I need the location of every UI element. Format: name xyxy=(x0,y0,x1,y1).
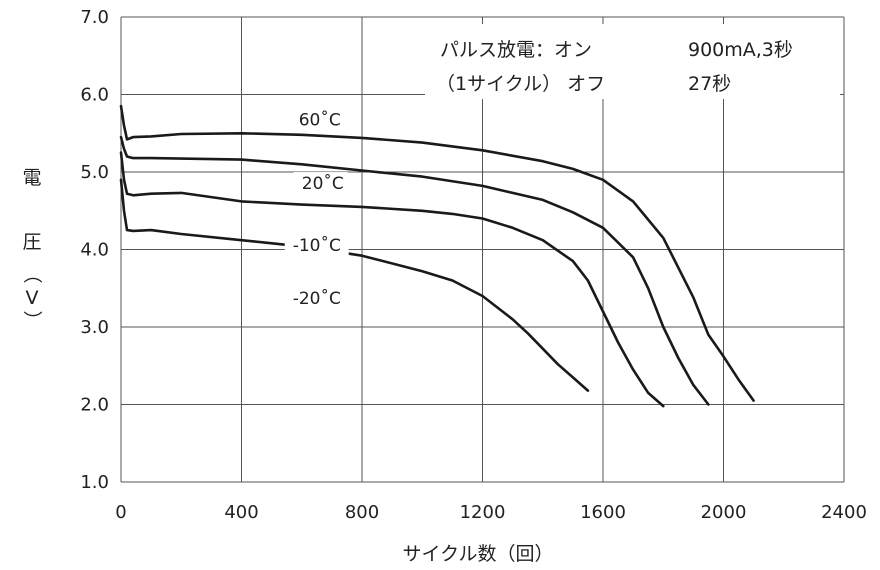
series-line xyxy=(119,135,710,406)
annotation-line1-label: パルス放電：オン xyxy=(440,39,592,61)
x-tick-label: 0 xyxy=(115,502,126,523)
series-label-background xyxy=(290,108,345,132)
series-label: -20˚C xyxy=(293,288,341,309)
y-tick-label: 1.0 xyxy=(80,472,109,493)
y-tick-label: 2.0 xyxy=(80,395,109,416)
x-tick-label: 2000 xyxy=(701,502,747,523)
y-tick-label: 7.0 xyxy=(80,7,109,28)
y-axis-label: 電 圧 （ V ） xyxy=(21,167,43,330)
y-tick-label: 4.0 xyxy=(80,240,109,261)
series-line xyxy=(119,151,665,408)
x-tick-label: 1200 xyxy=(460,502,506,523)
y-axis-label-char: （ xyxy=(21,264,43,283)
series-label-background xyxy=(284,234,349,258)
y-axis-label-char: V xyxy=(26,287,39,309)
y-tick-label: 6.0 xyxy=(80,85,109,106)
series-label: -10˚C xyxy=(293,235,341,256)
y-axis-label-char: 圧 xyxy=(22,231,41,253)
y-axis-label-char: 電 xyxy=(22,167,41,189)
x-tick-label: 800 xyxy=(345,502,379,523)
series-labels: 60˚C 20˚C -10˚C -20˚C xyxy=(284,108,349,310)
x-axis-label: サイクル数（回） xyxy=(402,543,553,565)
annotation-line1-value: 900mA,3秒 xyxy=(688,39,793,61)
series-label: 60˚C xyxy=(299,110,341,131)
x-tick-label: 1600 xyxy=(580,502,626,523)
x-tick-label: 2400 xyxy=(821,502,867,523)
series-label-background xyxy=(284,286,349,310)
series-label: 20˚C xyxy=(302,173,344,194)
y-axis-ticks: 1.0 2.0 3.0 4.0 5.0 6.0 7.0 xyxy=(80,7,109,493)
y-axis-label-char: ） xyxy=(21,310,43,329)
annotation-line2-label: （1サイクル） オフ xyxy=(436,73,605,95)
y-tick-label: 5.0 xyxy=(80,162,109,183)
x-axis-ticks: 0 400 800 1200 1600 2000 2400 xyxy=(115,502,867,523)
annotation-line2-value: 27秒 xyxy=(688,73,731,95)
x-tick-label: 400 xyxy=(224,502,258,523)
series-line xyxy=(119,178,590,392)
series-line xyxy=(119,104,755,402)
y-tick-label: 3.0 xyxy=(80,317,109,338)
annotation-box xyxy=(425,24,840,99)
series-label-background xyxy=(293,172,348,196)
series-lines xyxy=(119,104,755,408)
